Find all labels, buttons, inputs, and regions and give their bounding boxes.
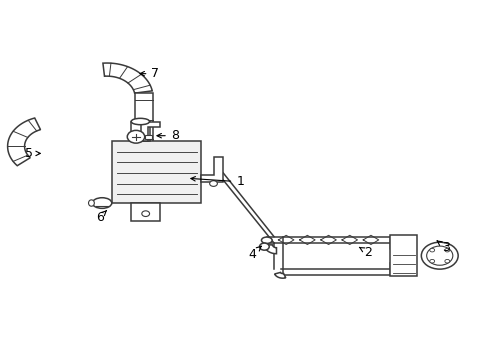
Text: 7: 7 (140, 67, 159, 80)
FancyBboxPatch shape (131, 122, 149, 141)
Circle shape (142, 211, 149, 216)
Polygon shape (391, 238, 416, 274)
FancyBboxPatch shape (112, 141, 201, 203)
Circle shape (445, 260, 450, 263)
Circle shape (430, 260, 435, 263)
Circle shape (430, 248, 435, 252)
Polygon shape (131, 203, 160, 221)
Polygon shape (141, 122, 160, 141)
Ellipse shape (262, 237, 272, 243)
Ellipse shape (93, 198, 112, 208)
Circle shape (421, 242, 458, 269)
Ellipse shape (131, 118, 149, 125)
Circle shape (445, 248, 450, 252)
Polygon shape (265, 245, 276, 254)
Polygon shape (8, 118, 41, 166)
Polygon shape (274, 273, 286, 278)
Circle shape (427, 246, 453, 265)
Text: 1: 1 (191, 175, 244, 188)
Ellipse shape (89, 200, 95, 206)
Text: 6: 6 (96, 211, 106, 224)
Circle shape (210, 181, 218, 186)
Text: 2: 2 (359, 246, 372, 259)
Text: 5: 5 (25, 147, 40, 160)
FancyBboxPatch shape (391, 235, 417, 276)
Text: 8: 8 (157, 129, 179, 142)
Circle shape (260, 243, 269, 250)
Polygon shape (103, 63, 152, 93)
Text: 3: 3 (437, 241, 450, 254)
Circle shape (127, 130, 145, 143)
Polygon shape (201, 157, 223, 182)
FancyBboxPatch shape (145, 135, 152, 139)
Polygon shape (135, 93, 152, 146)
Text: 4: 4 (248, 246, 261, 261)
